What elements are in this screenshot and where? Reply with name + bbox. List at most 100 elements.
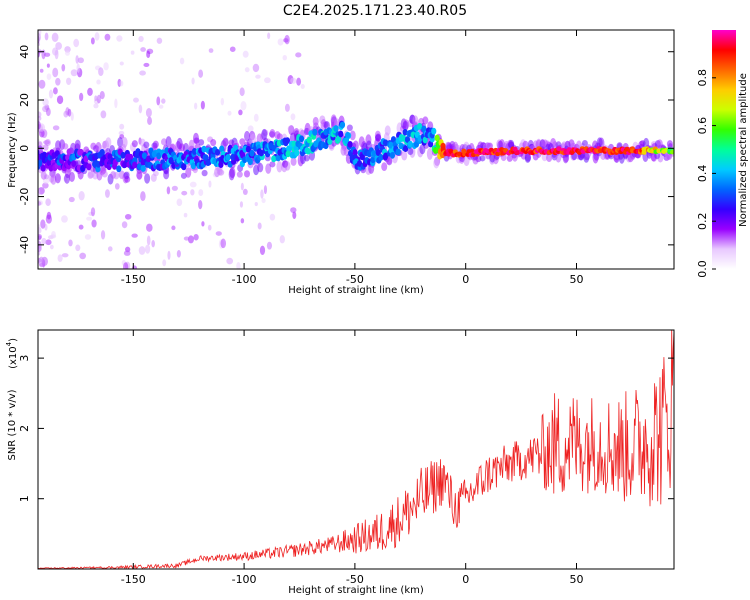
- spectrogram-ridge-blob: [359, 153, 365, 161]
- snr-x-tick-label: -150: [121, 573, 146, 586]
- spectrogram-halo-blob: [50, 174, 57, 185]
- spectrogram-scatter-blob: [91, 219, 97, 228]
- spectrogram-ridge-blob: [156, 152, 162, 160]
- spectrogram-scatter-blob: [98, 67, 104, 77]
- spectrogram-ridge-blob: [201, 145, 207, 153]
- spectrogram-scatter-blob: [90, 207, 96, 217]
- spectrogram-ridge-blob: [99, 149, 105, 156]
- spectrogram-halo-blob: [150, 173, 157, 182]
- spectrogram-halo-blob: [290, 157, 297, 166]
- spectrogram-scatter-blob: [284, 103, 290, 112]
- spectrogram-ridge-blob: [407, 140, 413, 148]
- spectrogram-ridge-blob: [514, 150, 521, 156]
- spectrogram-ridge-blob: [670, 149, 674, 155]
- snr-x-tick-label: -50: [346, 573, 364, 586]
- snr-y-tick-label: 1: [18, 495, 31, 502]
- spectrogram-halo-blob: [124, 175, 131, 183]
- spectrogram-halo-blob: [163, 170, 170, 180]
- spectrogram-scatter-blob: [145, 108, 152, 118]
- spectrogram-scatter-blob: [201, 221, 205, 227]
- spectrogram-ridge-blob: [389, 151, 396, 159]
- spectrogram-scatter-blob: [279, 235, 285, 244]
- spectrogram-scatter-blob: [229, 46, 236, 52]
- spectrogram-ridge-blob: [271, 155, 277, 163]
- spectrogram-halo-blob: [412, 115, 419, 128]
- spectrogram-scatter-blob: [266, 241, 273, 250]
- spectrogram-scatter-blob: [52, 47, 59, 56]
- spectrogram-halo-blob: [201, 169, 208, 177]
- spectrogram-ridge-blob: [71, 160, 77, 168]
- spectrogram-halo-blob: [136, 169, 143, 181]
- spectrogram-scatter-blob: [46, 63, 50, 68]
- spectrogram-scatter-blob: [198, 69, 204, 78]
- spectrogram-scatter-blob: [48, 89, 54, 99]
- spectrogram-ridge-blob: [284, 137, 291, 145]
- spectrogram-scatter-blob: [146, 235, 151, 246]
- spectrogram-scatter-blob: [119, 61, 124, 66]
- spectrogram-ridge-blob: [275, 154, 281, 162]
- spectrogram-halo-blob: [256, 133, 263, 144]
- spectrogram-scatter-blob: [138, 35, 144, 43]
- spectrogram-scatter-blob: [78, 224, 84, 230]
- spectrogram-halo-blob: [546, 153, 553, 163]
- spectrogram-scatter-blob: [143, 62, 150, 68]
- spectrogram-ridge-blob: [219, 145, 225, 153]
- spectrogram-scatter-blob: [87, 87, 93, 96]
- spectrogram-halo-blob: [312, 116, 319, 126]
- spectrogram-halo-blob: [113, 171, 120, 180]
- spectrogram-halo-blob: [384, 125, 391, 136]
- spectrogram-scatter-blob: [187, 235, 194, 244]
- spectrogram-scatter-blob: [300, 83, 305, 89]
- spectrogram-scatter-blob: [207, 224, 212, 231]
- spectrogram-y-tick-label: 40: [18, 45, 31, 59]
- spectrogram-halo-blob: [276, 161, 283, 173]
- spectrogram-ridge-blob: [422, 136, 428, 144]
- spectrogram-scatter-blob: [68, 196, 75, 203]
- spectrogram-scatter-blob: [123, 250, 131, 256]
- spectrogram-scatter-blob: [253, 113, 259, 122]
- spectrogram-halo-blob: [131, 140, 138, 148]
- colorbar-tick-label: 0.6: [696, 117, 709, 135]
- spectrogram-scatter-blob: [77, 57, 84, 64]
- spectrogram-ridge-blob: [403, 145, 409, 153]
- spectrogram-scatter-blob: [138, 104, 143, 114]
- spectrogram-scatter-blob: [138, 246, 146, 255]
- spectrogram-halo-blob: [257, 162, 264, 173]
- spectrogram-halo-blob: [54, 173, 61, 184]
- spectrogram-ridge-blob: [218, 161, 224, 169]
- spectrogram-scatter-blob: [295, 52, 302, 58]
- spectrogram-ridge-blob: [190, 162, 196, 170]
- spectrogram-halo-blob: [143, 141, 150, 149]
- spectrogram-scatter-blob: [181, 190, 188, 196]
- colorbar-tick-label: 0.4: [696, 165, 709, 183]
- spectrogram-ridge-blob: [41, 151, 48, 159]
- snr-series-line: [38, 330, 674, 569]
- spectrogram-scatter-blob: [52, 67, 59, 78]
- spectrogram-scatter-blob: [100, 110, 107, 119]
- spectrogram-halo-blob: [381, 162, 388, 172]
- spectrogram-panel: -150 -100 -50 0 50 -40 -20 0 20 40 Height of str…: [7, 29, 675, 296]
- spectrogram-scatter-blob: [38, 115, 42, 122]
- spectrogram-scatter-blob: [176, 198, 183, 207]
- spectrogram-scatter-blob: [290, 113, 296, 121]
- spectrogram-scatter-blob: [75, 244, 81, 252]
- snr-frame: [37, 329, 675, 570]
- spectrogram-scatter-blob: [119, 80, 124, 87]
- colorbar-label: Normalized spectral amplitude: [738, 73, 749, 227]
- spectrogram-scatter-blob: [200, 100, 205, 110]
- spectrogram-halo-blob: [74, 139, 81, 151]
- spectrogram-ridge-blob: [404, 136, 411, 143]
- spectrogram-halo-blob: [101, 170, 108, 178]
- spectrogram-halo-blob: [284, 161, 291, 171]
- spectrogram-scatter-blob: [254, 201, 258, 207]
- spectrogram-scatter-blob: [51, 230, 56, 238]
- snr-scale-text: (x10: [8, 346, 19, 369]
- colorbar-tick-label: 0.8: [696, 69, 709, 87]
- spectrogram-scatter-blob: [118, 130, 125, 136]
- spectrogram-y-tick-label: 20: [18, 93, 31, 107]
- spectrogram-ridge-blob: [395, 148, 401, 156]
- spectrogram-scatter-blob: [86, 216, 93, 221]
- spectrogram-scatter-blob: [45, 107, 51, 117]
- spectrogram-scatter-blob: [240, 182, 244, 191]
